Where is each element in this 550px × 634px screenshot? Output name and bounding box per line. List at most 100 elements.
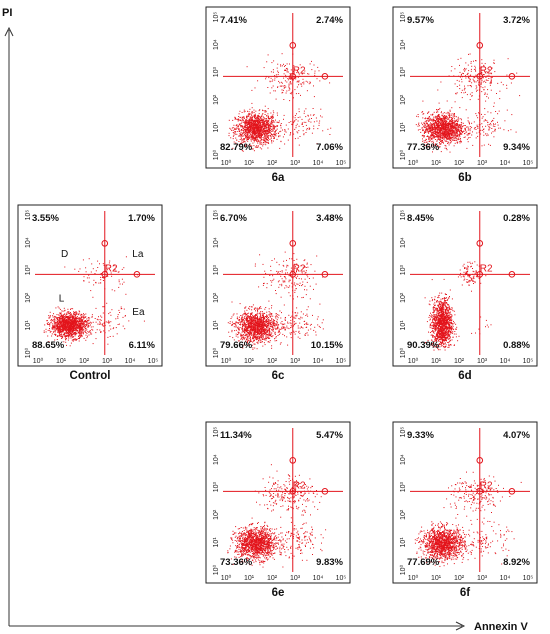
event-dot	[445, 115, 447, 117]
event-dot	[447, 142, 448, 144]
gate-handle[interactable]	[101, 271, 109, 278]
event-dot	[444, 133, 446, 134]
event-dot	[439, 143, 441, 145]
event-dot	[64, 327, 66, 328]
event-dot	[257, 145, 259, 147]
event-dot	[69, 333, 71, 335]
event-dot	[448, 114, 450, 116]
event-dot	[293, 97, 294, 99]
event-dot	[88, 319, 90, 321]
event-dot	[265, 140, 267, 142]
event-dot	[64, 319, 66, 321]
event-dot	[510, 82, 512, 84]
event-dot	[245, 124, 247, 126]
event-dot	[329, 82, 331, 84]
event-dot	[68, 316, 70, 318]
event-dot	[429, 141, 431, 142]
gate-handle[interactable]	[133, 271, 141, 278]
x-tick-label: 10⁵	[523, 160, 534, 167]
event-dot	[234, 130, 236, 132]
event-dot	[445, 135, 447, 137]
event-dot	[80, 324, 81, 326]
event-dot	[422, 100, 424, 102]
event-dot	[473, 76, 475, 78]
gate-handle[interactable]	[321, 73, 329, 80]
event-dot	[100, 315, 102, 317]
event-dot	[66, 336, 68, 337]
event-dot	[265, 111, 267, 113]
event-dot	[71, 339, 73, 341]
event-dot	[443, 132, 445, 134]
event-dot	[439, 138, 441, 139]
gate-handle[interactable]	[476, 42, 484, 49]
event-dot	[437, 118, 439, 120]
event-dot	[284, 69, 285, 71]
event-dot	[64, 337, 66, 339]
event-dot	[257, 139, 259, 141]
event-dot	[252, 148, 254, 150]
event-dot	[78, 320, 80, 322]
event-dot	[111, 309, 113, 311]
event-dot	[445, 120, 447, 122]
gate-handle[interactable]	[289, 73, 297, 80]
gate-handle[interactable]	[101, 240, 109, 247]
event-dot	[519, 95, 521, 97]
y-tick-label: 10¹	[25, 320, 32, 331]
event-dot	[72, 331, 74, 333]
event-dot	[298, 144, 300, 146]
event-dot	[109, 336, 111, 337]
event-dot	[450, 128, 452, 130]
event-dot	[268, 124, 270, 126]
event-dot	[437, 123, 438, 125]
event-dot	[258, 132, 260, 134]
event-dot	[284, 143, 286, 145]
event-dot	[493, 124, 495, 126]
event-dot	[450, 127, 452, 129]
event-dot	[424, 127, 426, 129]
event-dot	[256, 145, 258, 147]
event-dot	[428, 138, 429, 140]
event-dot	[289, 81, 291, 83]
event-dot	[82, 323, 84, 325]
event-dot	[258, 141, 260, 142]
event-dot	[318, 122, 320, 124]
event-dot	[255, 127, 257, 129]
event-dot	[278, 80, 280, 82]
event-dot	[69, 332, 70, 334]
event-dot	[454, 115, 456, 117]
event-dot	[67, 331, 69, 333]
event-dot	[249, 123, 251, 125]
event-dot	[436, 125, 438, 127]
event-dot	[476, 124, 478, 126]
event-dot	[81, 334, 82, 336]
event-dot	[246, 313, 248, 314]
event-dot	[253, 136, 255, 138]
event-dot	[69, 316, 71, 318]
event-dot	[77, 330, 78, 331]
event-dot	[426, 122, 428, 124]
event-dot	[439, 107, 441, 109]
event-dot	[251, 102, 253, 104]
event-dot	[63, 316, 65, 318]
event-dot	[299, 116, 301, 118]
event-dot	[444, 128, 446, 130]
event-dot	[251, 139, 253, 141]
event-dot	[265, 78, 267, 80]
gate-handle[interactable]	[476, 73, 484, 80]
event-dot	[280, 81, 282, 83]
event-dot	[69, 330, 71, 332]
gate-handle[interactable]	[289, 42, 297, 49]
event-dot	[303, 134, 305, 136]
event-dot	[286, 90, 288, 92]
event-dot	[441, 127, 443, 129]
event-dot	[437, 122, 439, 124]
event-dot	[460, 139, 462, 141]
event-dot	[477, 79, 479, 81]
event-dot	[440, 151, 442, 153]
event-dot	[79, 324, 81, 326]
event-dot	[66, 314, 68, 315]
gate-handle[interactable]	[508, 73, 516, 80]
event-dot	[123, 267, 125, 269]
event-dot	[436, 119, 438, 121]
event-dot	[484, 94, 486, 95]
